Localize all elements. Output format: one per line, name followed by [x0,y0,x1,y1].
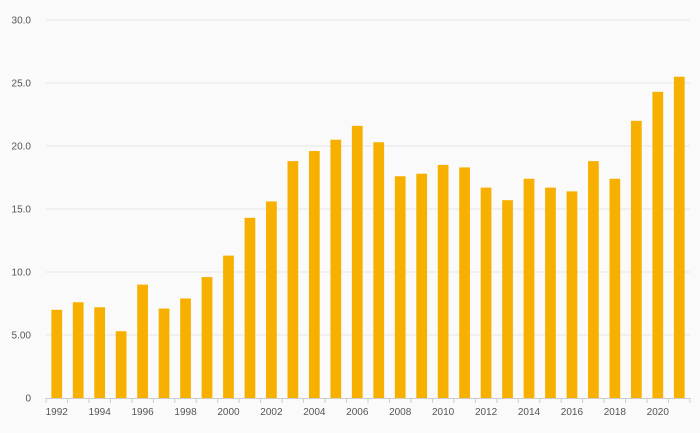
x-tick-label: 2000 [217,407,240,418]
bar [373,142,385,398]
y-tick-label: 10.0 [12,268,32,279]
x-tick-label: 1994 [89,407,112,418]
bar [459,167,470,398]
x-tick-label: 1992 [46,407,69,418]
x-tick-label: 2002 [260,407,283,418]
y-tick-label: 20.0 [12,142,32,153]
bar [416,173,428,398]
x-axis [45,398,691,403]
x-tick-label: 2006 [346,407,369,418]
bar [630,120,642,399]
bar [51,309,63,398]
bar [115,331,127,398]
x-tick-label: 2010 [432,407,455,418]
bar [180,298,191,398]
x-tick-label: 2008 [389,407,412,418]
bar [673,76,685,398]
bar [588,161,599,398]
x-tick-label: 2016 [561,407,584,418]
x-tick-label: 2018 [604,407,627,418]
bar [545,187,556,398]
bar [287,161,299,398]
y-tick-label: 5.00 [12,331,32,342]
bar [223,255,234,398]
bar [609,178,621,398]
grid-lines [46,19,690,336]
y-axis-tick-labels: 0 5.00 10.0 15.0 20.0 25.0 30.0 [12,16,32,405]
bar [502,200,513,398]
x-tick-label: 2012 [475,407,498,418]
bar [330,139,342,398]
bar [158,308,170,398]
x-tick-label: 2014 [518,407,541,418]
bar [308,151,320,398]
bar [244,217,256,398]
bar [201,277,213,398]
bar [137,284,148,398]
x-tick-label: 2020 [647,407,670,418]
bar [351,125,363,398]
bar [94,307,106,398]
bar [523,178,535,398]
bar [394,176,406,398]
bar [480,187,492,398]
y-tick-label: 25.0 [12,79,32,90]
x-tick-label: 1996 [131,407,154,418]
bars [51,76,685,399]
x-tick-label: 2004 [303,407,326,418]
y-tick-label: 15.0 [12,205,32,216]
bar [72,302,84,398]
y-tick-label: 30.0 [12,16,32,27]
x-tick-label: 1998 [174,407,197,418]
bar [652,91,664,398]
bar [566,191,578,398]
bar [266,201,277,398]
bar [437,164,449,398]
y-tick-label: 0 [25,394,31,405]
x-axis-tick-labels: 1992 1994 1996 1998 2000 2002 2004 2006 2008 2010… [46,407,670,418]
